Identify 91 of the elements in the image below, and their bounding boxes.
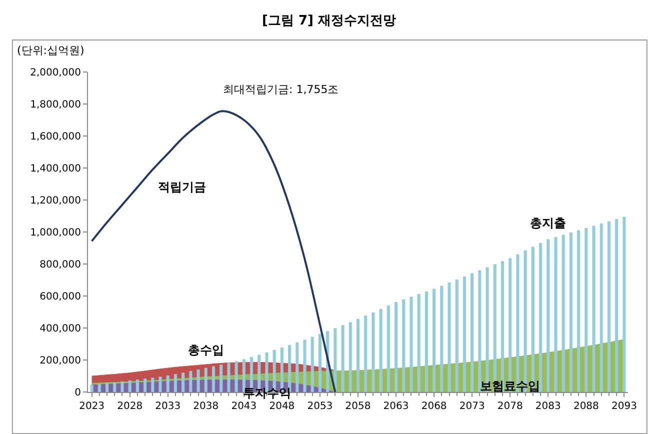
bar xyxy=(196,369,200,392)
bar xyxy=(417,294,420,392)
x-tick-label: 2083 xyxy=(535,401,561,412)
series-label: 적립기금 xyxy=(158,180,206,194)
bar xyxy=(334,328,337,392)
bar xyxy=(348,322,352,392)
bar xyxy=(296,342,299,392)
bar xyxy=(394,302,398,392)
bar xyxy=(462,276,466,392)
bar xyxy=(234,361,238,392)
bar xyxy=(212,366,216,392)
x-tick-label: 2048 xyxy=(269,401,295,412)
series-label: 총지출 xyxy=(530,216,566,230)
bar xyxy=(379,308,382,392)
bar xyxy=(569,232,572,392)
bar xyxy=(303,340,306,392)
bar xyxy=(386,305,390,392)
bar xyxy=(577,230,580,392)
bar xyxy=(402,299,406,392)
bar xyxy=(356,319,360,392)
x-tick-label: 2053 xyxy=(307,401,333,412)
bar xyxy=(615,219,618,392)
y-axis-title: (단위:십억원) xyxy=(17,44,84,57)
bar xyxy=(364,316,368,392)
bar xyxy=(204,368,208,392)
x-tick-label: 2023 xyxy=(79,401,105,412)
y-tick-label: 1,800,000 xyxy=(30,100,81,110)
x-tick-label: 2073 xyxy=(459,401,485,412)
bar xyxy=(554,236,558,392)
annotation: 최대적립기금: 1,755조 xyxy=(223,83,339,96)
bar xyxy=(622,216,626,392)
series-label: 총수입 xyxy=(188,343,224,357)
y-tick-label: 0 xyxy=(74,388,81,398)
bar xyxy=(128,380,132,392)
y-tick-label: 1,600,000 xyxy=(30,132,81,142)
bar xyxy=(478,270,482,392)
bar xyxy=(607,221,611,392)
bar xyxy=(562,234,565,392)
x-tick-label: 2028 xyxy=(117,401,143,412)
y-tick-label: 1,000,000 xyxy=(30,228,81,238)
bar xyxy=(105,383,109,392)
x-tick-label: 2063 xyxy=(383,401,409,412)
series-label: 투자수익 xyxy=(243,386,291,400)
y-tick-label: 1,200,000 xyxy=(30,196,81,206)
bar xyxy=(470,273,474,392)
bar xyxy=(242,359,246,392)
bar xyxy=(120,381,124,392)
bar xyxy=(432,288,436,392)
bar xyxy=(90,384,94,392)
bar xyxy=(288,344,292,392)
y-tick-label: 400,000 xyxy=(40,324,81,334)
x-tick-label: 2078 xyxy=(497,401,523,412)
y-tick-label: 200,000 xyxy=(40,356,81,366)
bar xyxy=(182,372,185,392)
bar xyxy=(424,292,428,392)
y-tick-label: 600,000 xyxy=(40,292,81,302)
bar xyxy=(341,325,344,392)
x-tick-label: 2043 xyxy=(231,401,257,412)
bar xyxy=(600,224,603,392)
bar xyxy=(584,228,588,392)
bar xyxy=(166,376,170,392)
x-tick-label: 2038 xyxy=(193,401,219,412)
bar xyxy=(174,374,177,392)
x-tick-label: 2058 xyxy=(345,401,371,412)
bar xyxy=(227,362,230,392)
bar xyxy=(151,378,154,392)
x-tick-label: 2093 xyxy=(611,401,637,412)
bar xyxy=(310,336,314,392)
bar xyxy=(113,382,116,392)
bar xyxy=(158,376,162,392)
chart-title: [그림 7] 재정수지전망 xyxy=(262,13,396,28)
bar xyxy=(448,282,451,392)
bar xyxy=(318,334,322,392)
x-tick-label: 2068 xyxy=(421,401,447,412)
y-tick-label: 800,000 xyxy=(40,260,81,270)
bar xyxy=(220,364,223,392)
x-tick-label: 2033 xyxy=(155,401,181,412)
bar xyxy=(592,226,596,392)
bar xyxy=(455,280,458,392)
y-tick-label: 2,000,000 xyxy=(30,68,81,78)
x-tick-label: 2088 xyxy=(573,401,599,412)
bar xyxy=(539,243,542,392)
bar xyxy=(98,384,101,392)
y-tick-label: 1,400,000 xyxy=(30,164,81,174)
bar xyxy=(144,378,147,392)
bar xyxy=(136,380,139,392)
bar xyxy=(410,296,413,392)
bar xyxy=(546,239,550,392)
bar xyxy=(372,312,375,392)
bar xyxy=(440,286,444,392)
bar xyxy=(189,371,192,392)
